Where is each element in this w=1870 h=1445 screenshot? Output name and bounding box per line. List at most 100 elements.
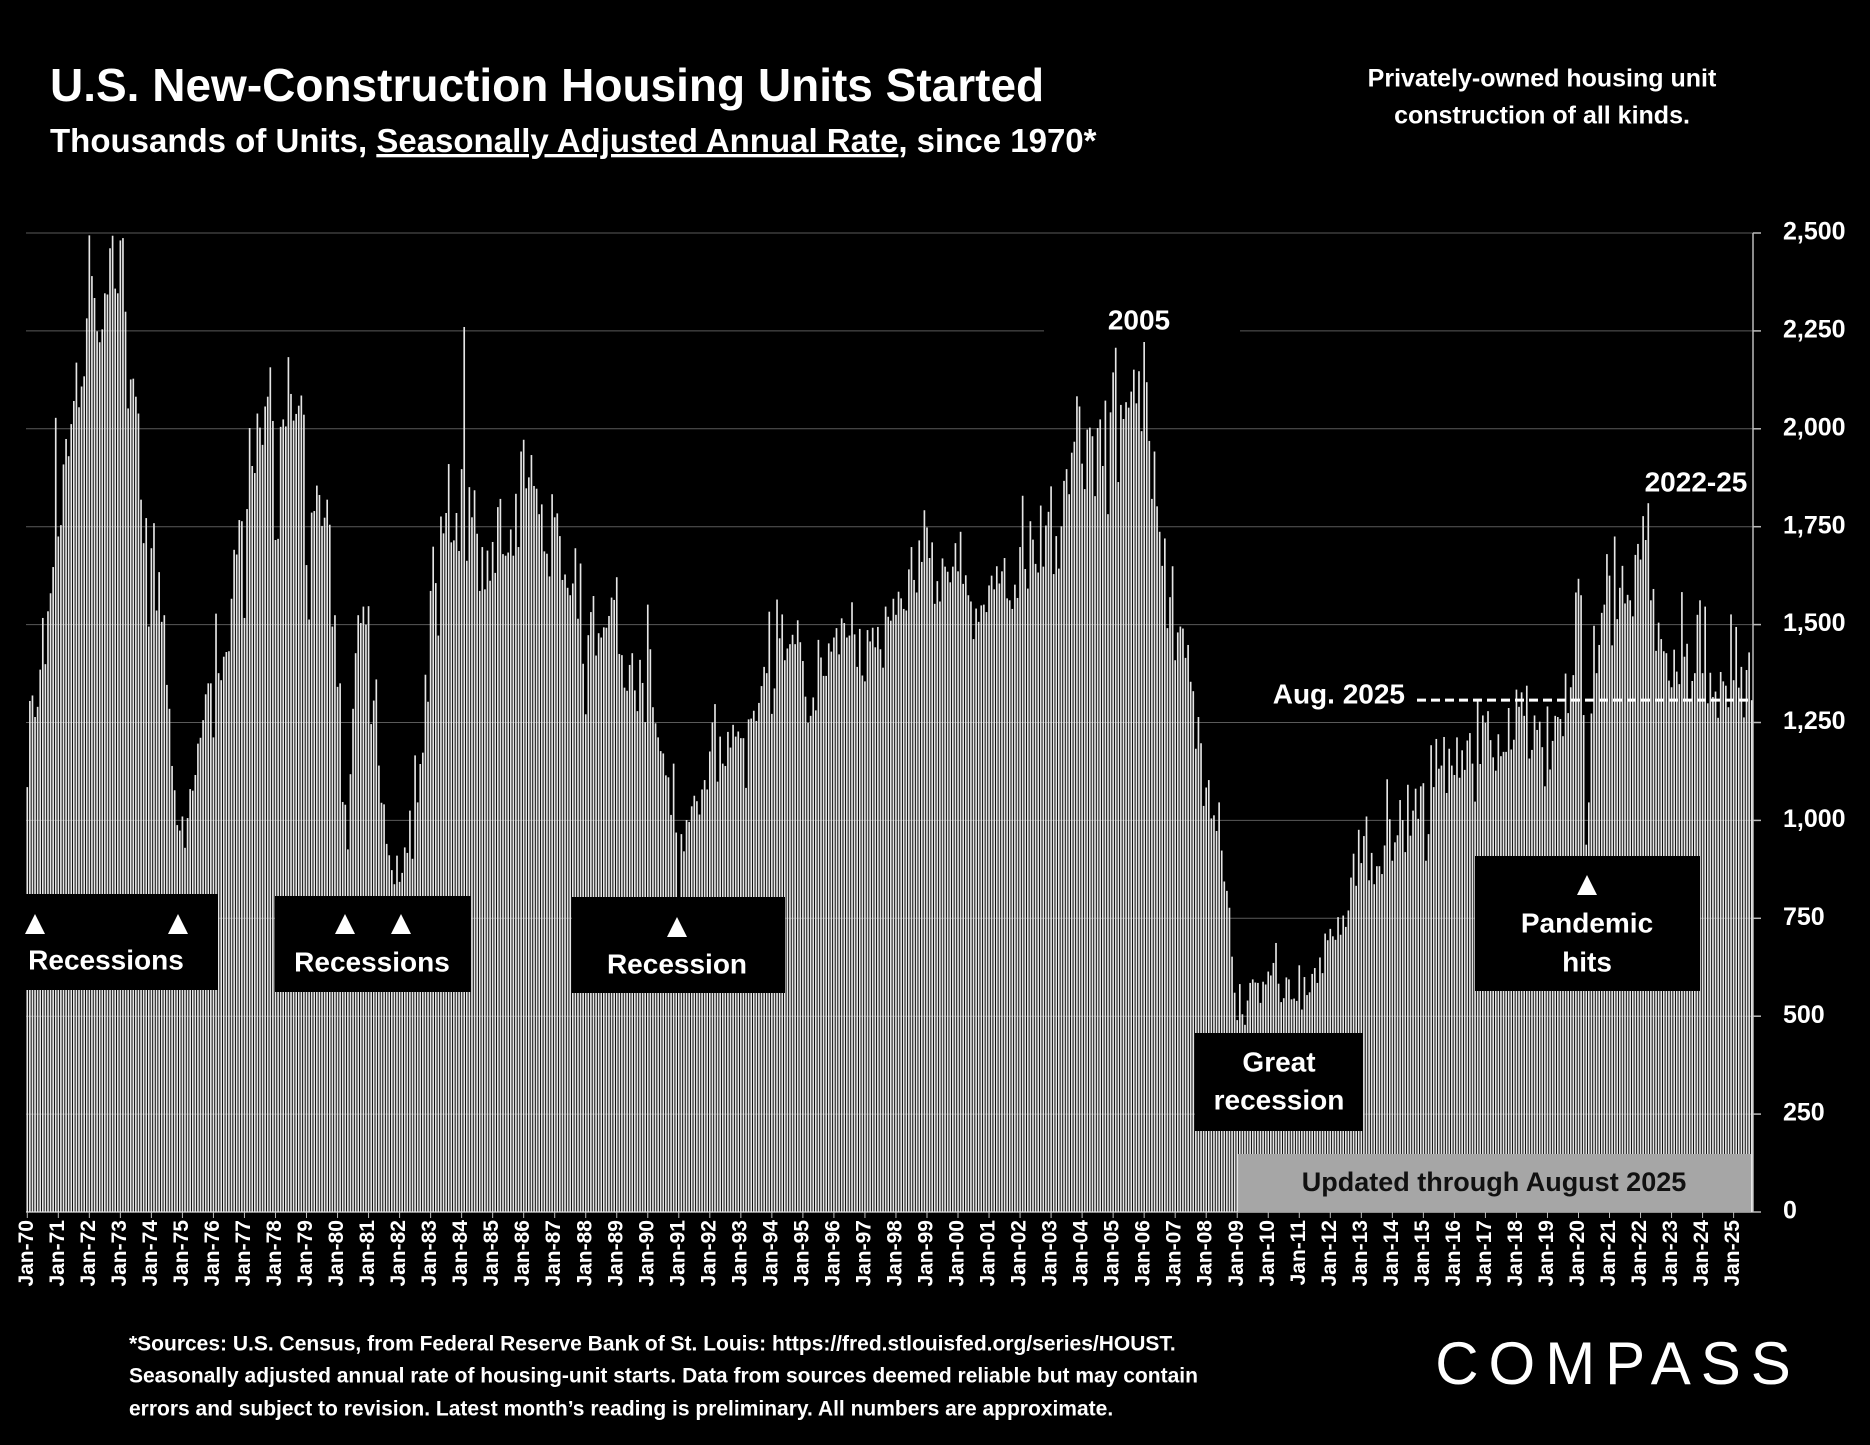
bar	[1003, 558, 1006, 1212]
bar	[1101, 466, 1104, 1212]
bar	[546, 553, 548, 1212]
annotation: Recessions	[294, 946, 450, 977]
annotation: Updated through August 2025	[1302, 1167, 1687, 1197]
bar	[848, 635, 851, 1212]
bar	[1706, 703, 1709, 1212]
bar	[1117, 482, 1120, 1212]
bar	[835, 628, 838, 1212]
bar	[1370, 852, 1373, 1212]
bar	[1187, 644, 1189, 1212]
bar	[1104, 400, 1107, 1212]
bar	[1202, 805, 1205, 1212]
bar	[990, 575, 993, 1212]
bar	[1016, 597, 1019, 1212]
bar	[1140, 431, 1143, 1212]
bar	[1714, 691, 1717, 1212]
bar	[248, 428, 251, 1212]
bar	[26, 787, 29, 1212]
bar	[1145, 382, 1148, 1212]
note: Privately-owned housing unit	[1368, 65, 1717, 93]
y-tick-label: 750	[1783, 903, 1825, 931]
x-tick-label: Jan-86	[511, 1220, 534, 1287]
bar	[305, 565, 308, 1212]
bar	[677, 899, 680, 1212]
annotation: Great	[1242, 1046, 1315, 1077]
bar	[939, 601, 941, 1212]
bar	[946, 571, 949, 1212]
bar	[1399, 800, 1401, 1212]
bar	[1215, 830, 1218, 1212]
bar	[1712, 697, 1714, 1212]
bar	[235, 554, 238, 1212]
annotation: 2005	[1108, 304, 1170, 335]
bar	[491, 541, 494, 1212]
bar	[553, 517, 556, 1212]
bar	[341, 801, 344, 1212]
bar	[959, 531, 962, 1212]
annotation: Aug. 2025	[1273, 678, 1405, 709]
bar	[388, 855, 391, 1212]
bar	[1114, 347, 1117, 1213]
bar	[861, 675, 864, 1212]
bar	[300, 395, 303, 1212]
bar	[1171, 566, 1174, 1212]
bar	[297, 405, 300, 1213]
bar	[455, 512, 458, 1212]
bar	[535, 488, 538, 1212]
bar	[460, 469, 463, 1213]
bar	[928, 558, 931, 1212]
x-tick-label: Jan-06	[1132, 1220, 1155, 1287]
bar	[538, 514, 541, 1212]
bar	[1158, 531, 1161, 1212]
bar	[114, 288, 117, 1213]
bar	[295, 413, 297, 1212]
source: Seasonally adjusted annual rate of housi…	[129, 1365, 1198, 1388]
x-tick-label: Jan-16	[1442, 1220, 1465, 1287]
bar	[73, 400, 75, 1212]
chart-subtitle: Thousands of Units, Seasonally Adjusted …	[50, 122, 1097, 159]
x-tick-label: Jan-00	[946, 1220, 969, 1287]
bar	[1469, 733, 1471, 1212]
x-tick-label: Jan-98	[884, 1220, 907, 1287]
bar	[277, 538, 279, 1212]
bar	[889, 620, 892, 1212]
bar	[93, 298, 96, 1212]
x-tick-label: Jan-81	[356, 1220, 379, 1287]
bar	[920, 561, 923, 1212]
bar	[251, 466, 254, 1212]
bar	[1704, 606, 1706, 1212]
bar	[135, 396, 137, 1212]
bar	[486, 550, 489, 1212]
x-tick-label: Jan-19	[1535, 1220, 1558, 1287]
bar	[217, 673, 220, 1212]
bar	[1435, 738, 1438, 1212]
subtitle-part: Seasonally Adjusted Annual Rate	[376, 122, 898, 159]
bar	[838, 654, 840, 1212]
bar	[866, 630, 869, 1212]
bar	[347, 849, 349, 1212]
x-tick-label: Jan-13	[1349, 1220, 1372, 1287]
bar	[85, 318, 88, 1213]
bar	[701, 789, 703, 1212]
bar	[864, 681, 866, 1212]
bar	[675, 832, 678, 1212]
bar	[745, 787, 747, 1212]
bar	[228, 651, 230, 1212]
bar	[574, 548, 577, 1212]
bar	[1047, 511, 1050, 1212]
bar	[515, 493, 517, 1212]
bar	[83, 376, 85, 1213]
bar	[96, 331, 98, 1212]
x-tick-label: Jan-20	[1566, 1220, 1589, 1287]
bar	[879, 649, 882, 1212]
bar	[1099, 419, 1102, 1212]
bar	[230, 598, 233, 1212]
bar	[225, 652, 228, 1212]
x-tick-label: Jan-10	[1256, 1220, 1279, 1287]
bar	[310, 512, 313, 1212]
bar	[137, 413, 140, 1212]
bar	[1042, 566, 1045, 1212]
bar	[1750, 700, 1753, 1212]
bar	[933, 603, 936, 1212]
